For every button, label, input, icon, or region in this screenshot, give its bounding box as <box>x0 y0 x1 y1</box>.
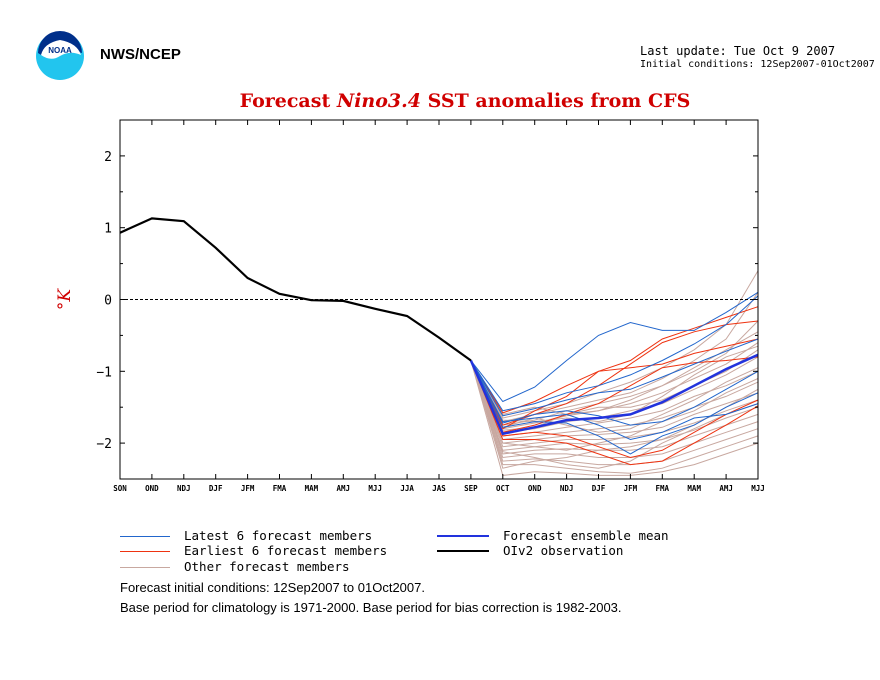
other-member-line-19 <box>470 360 759 451</box>
legend-swatch-obs <box>437 550 489 552</box>
observation-line <box>119 217 472 362</box>
x-tick-label: SEP <box>464 484 478 493</box>
observation-group <box>119 217 472 362</box>
latest-members-group <box>470 291 759 455</box>
x-tick-label: SON <box>113 484 127 493</box>
legend-swatch-earliest <box>120 551 170 552</box>
x-tick-label: MAM <box>687 484 701 493</box>
other-member-line-8 <box>470 360 759 444</box>
x-tick-label: JFM <box>624 484 638 493</box>
other-member-line-18 <box>470 360 759 433</box>
org-name: NWS/NCEP <box>100 46 181 63</box>
legend-label-latest: Latest 6 forecast members <box>184 528 373 543</box>
x-tick-label: OND <box>528 484 542 493</box>
x-tick-label: MJJ <box>368 484 382 493</box>
initial-conditions: Initial conditions: 12Sep2007-01Oct2007 <box>640 59 875 70</box>
other-members-group <box>470 270 759 476</box>
noaa-logo: NOAA <box>36 31 84 80</box>
title-suffix: SST anomalies from CFS <box>427 90 691 112</box>
x-tick-label: NDJ <box>560 484 574 493</box>
latest-member-line-6 <box>470 360 759 441</box>
legend-label-obs: OIv2 observation <box>503 543 624 558</box>
note-initial-conditions: Forecast initial conditions: 12Sep2007 t… <box>120 580 425 595</box>
y-tick-label: 2 <box>104 150 112 165</box>
x-tick-label: MAM <box>305 484 319 493</box>
other-member-line-20 <box>470 360 759 469</box>
other-member-line-6 <box>470 360 759 437</box>
x-tick-label: AMJ <box>337 484 351 493</box>
legend-label-earliest: Earliest 6 forecast members <box>184 543 388 558</box>
latest-member-line-3 <box>470 338 759 417</box>
ensemble-mean-group <box>469 353 759 436</box>
other-member-line-17 <box>470 345 759 423</box>
x-tick-label: DJF <box>209 484 223 493</box>
other-member-line-3 <box>470 320 759 426</box>
other-member-line-12 <box>470 360 759 459</box>
legend-swatch-other <box>120 567 170 568</box>
other-member-line-16 <box>470 331 759 415</box>
x-tick-label: JAS <box>432 484 446 493</box>
x-tick-label: FMA <box>273 484 287 493</box>
earliest-member-line-4 <box>470 356 759 433</box>
x-tick-label: JJA <box>400 484 414 493</box>
legend-swatch-mean <box>437 535 489 537</box>
title-italic: Nino3.4 <box>336 90 421 112</box>
legend-swatch-latest <box>120 536 170 537</box>
logo-text: NOAA <box>48 46 72 55</box>
other-member-line-10 <box>470 360 759 451</box>
latest-member-line-1 <box>470 291 759 403</box>
y-axis-label: °K <box>55 288 75 311</box>
other-member-line-1 <box>470 270 759 419</box>
axes-group: 2 1 0 −1 −2 SON OND NDJ DJF JFM FMA MAM AMJ MJJ JJA JAS… <box>55 119 765 493</box>
x-tick-label: OND <box>145 484 159 493</box>
earliest-members-group <box>470 306 759 466</box>
logo-bird-white <box>41 40 81 59</box>
ensemble-mean-line <box>469 353 759 436</box>
other-member-line-15 <box>470 360 759 476</box>
note-base-period: Base period for climatology is 1971-2000… <box>120 600 622 615</box>
y-tick-label: −2 <box>96 437 112 452</box>
x-tick-label: OCT <box>496 484 510 493</box>
x-tick-label: FMA <box>656 484 670 493</box>
x-tick-label: AMJ <box>719 484 733 493</box>
legend-label-mean: Forecast ensemble mean <box>503 528 669 543</box>
latest-member-line-4 <box>470 360 759 426</box>
other-member-line-2 <box>470 292 759 423</box>
y-tick-label: −1 <box>96 365 112 380</box>
update-info: Last update: Tue Oct 9 2007 Initial cond… <box>640 44 875 72</box>
x-tick-label: DJF <box>592 484 606 493</box>
earliest-member-line-5 <box>470 360 759 466</box>
title-prefix: Forecast <box>239 90 331 112</box>
last-update: Last update: Tue Oct 9 2007 <box>640 44 836 58</box>
y-tick-label: 0 <box>104 294 112 309</box>
earliest-member-line-2 <box>470 320 759 426</box>
earliest-member-line-6 <box>470 360 759 459</box>
legend-label-other: Other forecast members <box>184 559 350 574</box>
x-tick-label: JFM <box>241 484 255 493</box>
y-tick-label: 1 <box>104 222 112 237</box>
latest-member-line-2 <box>470 295 759 412</box>
x-tick-label: MJJ <box>751 484 765 493</box>
other-member-line-11 <box>470 360 759 455</box>
chart-title: Forecast Nino3.4 SST anomalies from CFS <box>0 90 880 112</box>
x-tick-label: NDJ <box>177 484 191 493</box>
